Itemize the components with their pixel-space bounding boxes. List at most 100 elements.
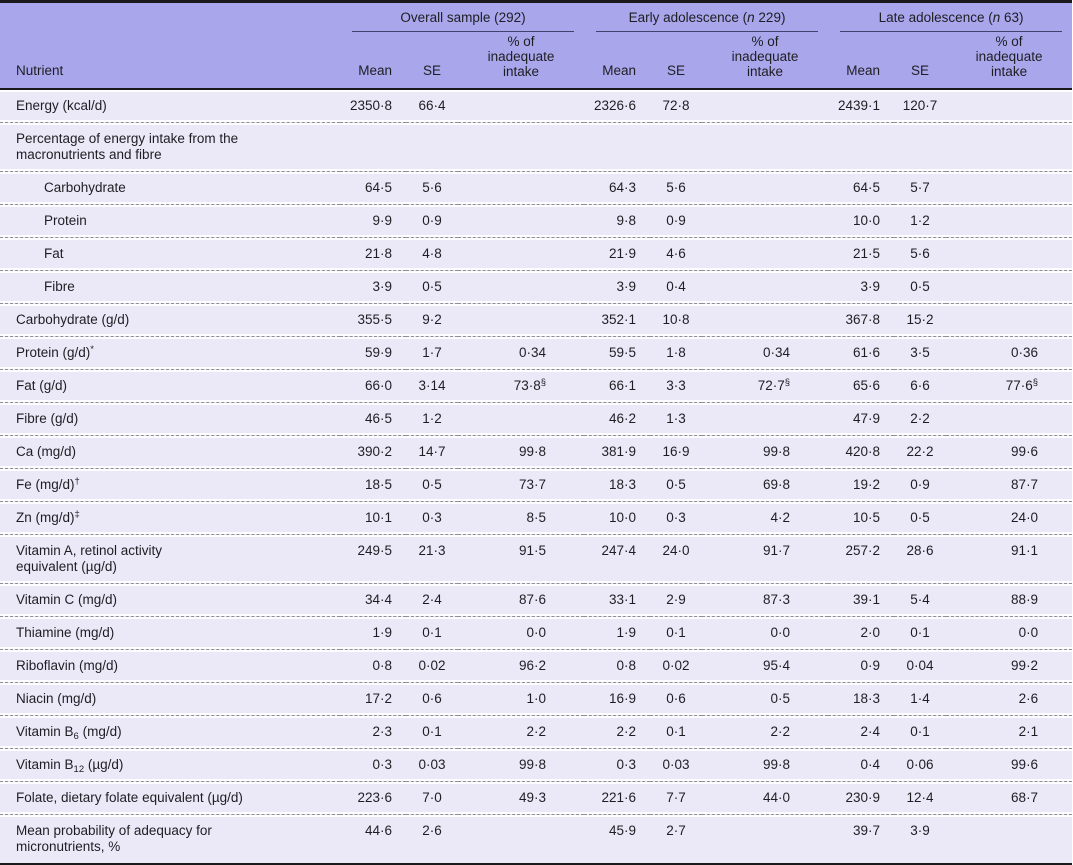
sub-header-row: Mean SE % of inadequate intake Mean SE %… — [0, 32, 1073, 90]
early-mean-value: 66·1 — [584, 369, 651, 403]
overall-pct-inadequate-value — [458, 402, 585, 436]
late-se-value: 5·7 — [894, 171, 947, 205]
late-pct-inadequate-value: 77·6§ — [946, 369, 1073, 403]
late-pct-inadequate-value — [946, 171, 1073, 205]
early-se-value: 0·02 — [650, 649, 703, 683]
group-title-early: Early adolescence (n 229) — [596, 10, 819, 32]
early-pct-inadequate-value — [702, 270, 829, 304]
early-mean-value: 46·2 — [584, 402, 651, 436]
early-se-value: 0·03 — [650, 748, 703, 782]
nutrient-name: Riboflavin (mg/d) — [0, 649, 340, 683]
late-mean-value: 2·0 — [828, 616, 895, 650]
table-row: Niacin (mg/d) 17·2 0·6 1·0 16·9 0·6 0·5 18·3 1·4… — [0, 682, 1073, 716]
late-pct-inadequate-value — [946, 814, 1073, 864]
overall-pct-inadequate-value — [458, 814, 585, 864]
late-mean-value: 18·3 — [828, 682, 895, 716]
overall-mean-value: 0·3 — [340, 748, 406, 782]
early-pct-inadequate-value — [702, 303, 829, 337]
se-column-header: SE — [406, 32, 458, 90]
late-pct-inadequate-value: 87·7 — [946, 468, 1073, 502]
early-se-value: 0·1 — [650, 616, 703, 650]
se-column-header: SE — [650, 32, 703, 90]
early-se-value: 24·0 — [650, 534, 703, 584]
early-se-value: 0·4 — [650, 270, 703, 304]
nutrient-column-label: Nutrient — [16, 63, 64, 78]
overall-se-value: 1·2 — [406, 402, 458, 436]
table-row: Vitamin B6 (mg/d) 2·3 0·1 2·2 2·2 0·1 2·2 2·4 0·… — [0, 715, 1073, 749]
nutrient-name: Vitamin C (mg/d) — [0, 583, 340, 617]
overall-se-value: 0·1 — [406, 616, 458, 650]
early-pct-inadequate-value: 4·2 — [702, 501, 829, 535]
early-pct-inadequate-value — [702, 814, 829, 864]
early-se-value: 1·8 — [650, 336, 703, 370]
late-se-value: 1·4 — [894, 682, 947, 716]
group-title-overall: Overall sample (292) — [352, 10, 575, 32]
section-row: Percentage of energy intake from the mac… — [0, 122, 1073, 172]
overall-mean-value: 0·8 — [340, 649, 406, 683]
early-mean-value: 381·9 — [584, 435, 651, 469]
early-mean-value: 0·3 — [584, 748, 651, 782]
overall-se-value: 0·1 — [406, 715, 458, 749]
nutrient-name: Vitamin B12 (µg/d) — [0, 748, 340, 782]
table-row: Fibre 3·9 0·5 3·9 0·4 3·9 0·5 — [0, 270, 1073, 304]
late-pct-inadequate-value: 0·36 — [946, 336, 1073, 370]
overall-pct-inadequate-value — [458, 89, 585, 123]
early-se-value — [650, 122, 703, 172]
table-row: Folate, dietary folate equivalent (µg/d)… — [0, 781, 1073, 815]
overall-se-value: 21·3 — [406, 534, 458, 584]
late-pct-inadequate-value: 2·1 — [946, 715, 1073, 749]
overall-pct-inadequate-value — [458, 237, 585, 271]
nutrient-name: Protein — [0, 204, 340, 238]
overall-mean-value: 1·9 — [340, 616, 406, 650]
early-pct-inadequate-value: 0·5 — [702, 682, 829, 716]
table-row: Fe (mg/d)† 18·5 0·5 73·7 18·3 0·5 69·8 19·2 0·9 8… — [0, 468, 1073, 502]
nutrient-name: Niacin (mg/d) — [0, 682, 340, 716]
overall-pct-inadequate-value — [458, 171, 585, 205]
late-se-value: 2·2 — [894, 402, 947, 436]
nutrient-name: Folate, dietary folate equivalent (µg/d) — [0, 781, 340, 815]
early-se-value: 2·9 — [650, 583, 703, 617]
table-row: Carbohydrate 64·5 5·6 64·3 5·6 64·5 5·7 — [0, 171, 1073, 205]
late-mean-value: 367·8 — [828, 303, 895, 337]
overall-mean-value: 249·5 — [340, 534, 406, 584]
nutrient-name: Fibre (g/d) — [0, 402, 340, 436]
late-se-value: 0·5 — [894, 270, 947, 304]
early-pct-inadequate-value — [702, 237, 829, 271]
late-mean-value: 47·9 — [828, 402, 895, 436]
late-pct-inadequate-value — [946, 270, 1073, 304]
overall-se-value: 0·03 — [406, 748, 458, 782]
table-row: Protein 9·9 0·9 9·8 0·9 10·0 1·2 — [0, 204, 1073, 238]
late-mean-value: 10·0 — [828, 204, 895, 238]
nutrient-name: Percentage of energy intake from the mac… — [0, 122, 340, 172]
late-se-value: 5·4 — [894, 583, 947, 617]
pct-inadequate-column-header: % of inadequate intake — [458, 32, 585, 90]
late-se-value: 120·7 — [894, 89, 947, 123]
late-pct-inadequate-value: 0·0 — [946, 616, 1073, 650]
early-pct-inadequate-value: 95·4 — [702, 649, 829, 683]
group-title-late: Late adolescence (n 63) — [840, 10, 1063, 32]
early-mean-value: 9·8 — [584, 204, 651, 238]
early-pct-inadequate-value: 99·8 — [702, 435, 829, 469]
late-pct-inadequate-value — [946, 303, 1073, 337]
overall-pct-inadequate-value: 73·8§ — [458, 369, 585, 403]
late-se-value: 0·06 — [894, 748, 947, 782]
late-se-value: 15·2 — [894, 303, 947, 337]
late-pct-inadequate-value: 99·2 — [946, 649, 1073, 683]
overall-se-value: 4·8 — [406, 237, 458, 271]
early-pct-inadequate-value: 69·8 — [702, 468, 829, 502]
late-mean-value: 39·7 — [828, 814, 895, 864]
overall-pct-inadequate-value — [458, 303, 585, 337]
overall-se-value: 1·7 — [406, 336, 458, 370]
overall-mean-value: 10·1 — [340, 501, 406, 535]
table-row: Carbohydrate (g/d) 355·5 9·2 352·1 10·8 367·8… — [0, 303, 1073, 337]
early-se-value: 16·9 — [650, 435, 703, 469]
late-mean-value: 64·5 — [828, 171, 895, 205]
early-mean-value — [584, 122, 651, 172]
early-mean-value: 221·6 — [584, 781, 651, 815]
late-mean-value: 61·6 — [828, 336, 895, 370]
overall-pct-inadequate-value: 49·3 — [458, 781, 585, 815]
overall-se-value: 2·4 — [406, 583, 458, 617]
late-mean-value: 19·2 — [828, 468, 895, 502]
overall-pct-inadequate-value: 1·0 — [458, 682, 585, 716]
early-mean-value: 3·9 — [584, 270, 651, 304]
